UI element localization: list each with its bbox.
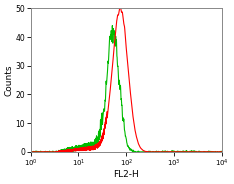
- Y-axis label: Counts: Counts: [5, 64, 14, 96]
- X-axis label: FL2-H: FL2-H: [113, 170, 139, 179]
